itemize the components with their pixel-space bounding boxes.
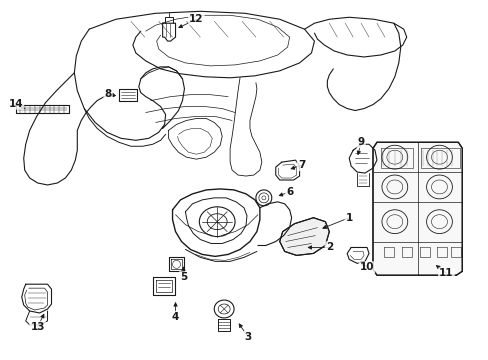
Text: 6: 6 [285, 187, 293, 197]
Text: 5: 5 [180, 272, 187, 282]
Text: 8: 8 [104, 89, 111, 99]
Polygon shape [279, 218, 328, 255]
Text: 3: 3 [244, 332, 251, 342]
Text: 14: 14 [8, 99, 23, 109]
Text: 7: 7 [297, 160, 305, 170]
Text: 12: 12 [189, 14, 203, 24]
Text: 4: 4 [171, 312, 179, 322]
Text: 1: 1 [345, 213, 352, 223]
Text: 11: 11 [438, 268, 453, 278]
Text: 10: 10 [359, 262, 373, 272]
Text: 9: 9 [357, 137, 364, 147]
Text: 13: 13 [30, 322, 45, 332]
Text: 2: 2 [325, 243, 332, 252]
Polygon shape [372, 142, 461, 275]
